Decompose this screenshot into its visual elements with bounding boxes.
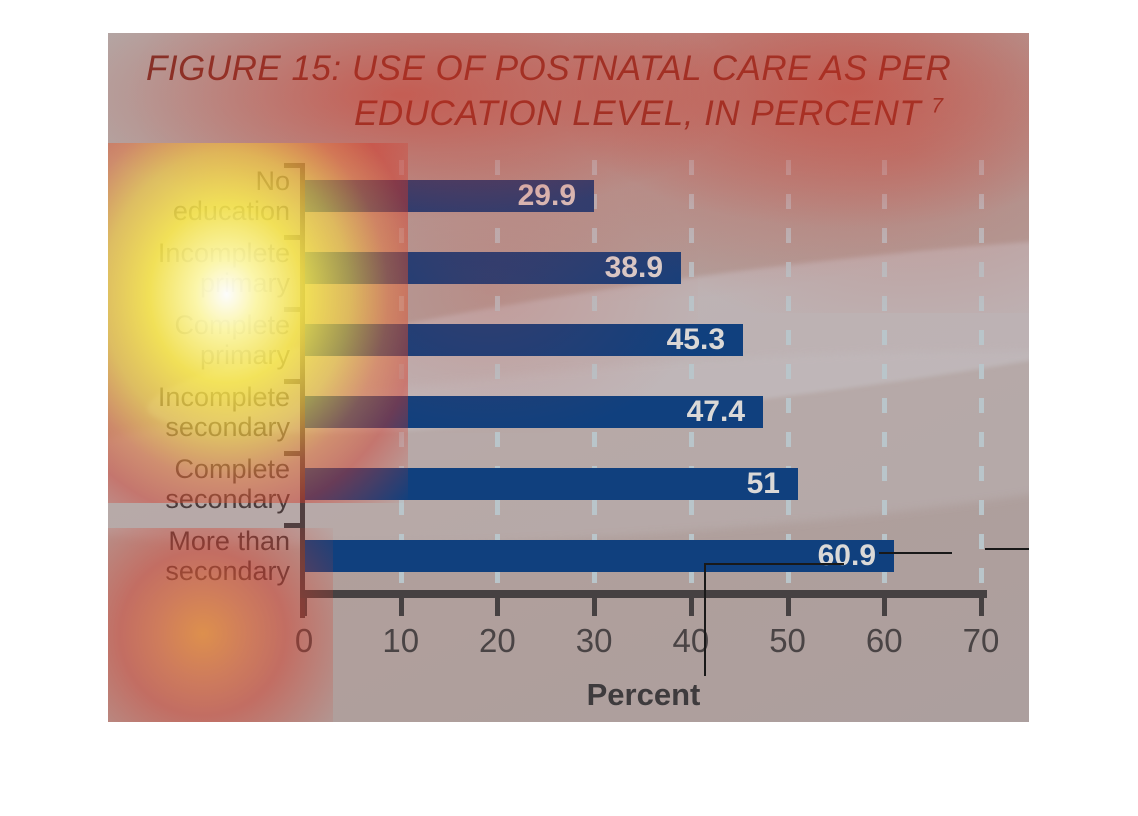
value-label: 38.9 — [604, 251, 663, 284]
category-axis-tick — [284, 523, 301, 528]
x-axis-tick-30 — [592, 598, 598, 616]
x-axis-tick-label-60: 60 — [865, 622, 903, 659]
x-axis-line — [300, 590, 987, 598]
x-axis-tick-label-70: 70 — [962, 622, 1000, 659]
gridline-50 — [785, 160, 791, 590]
x-axis-tick-label-20: 20 — [479, 622, 516, 659]
x-axis-tick-10 — [398, 598, 404, 616]
category-label-line: secondary — [165, 412, 290, 442]
category-label: Complete secondary — [108, 454, 290, 514]
x-axis-tick-label-30: 30 — [575, 622, 613, 659]
category-axis-tick — [284, 307, 301, 312]
bar-incomplete-secondary: 47.4 — [305, 396, 763, 428]
category-label-line: education — [172, 196, 290, 226]
x-axis-tick-60 — [882, 598, 888, 616]
category-label-line: No — [255, 166, 290, 196]
x-axis-tick-label-10: 10 — [382, 622, 420, 659]
category-label-line: Complete — [174, 454, 290, 484]
x-axis-tick-label-50: 50 — [769, 622, 806, 659]
category-label-line: Incomplete — [157, 238, 290, 268]
x-axis-tick-label-40: 40 — [672, 622, 710, 659]
category-label: Incomplete primary — [108, 238, 290, 298]
bar-complete-secondary: 51 — [305, 468, 798, 500]
category-label-line: Complete — [174, 310, 290, 340]
gridline-70 — [978, 160, 984, 590]
value-label: 60.9 — [817, 539, 876, 572]
category-axis-tick — [284, 451, 301, 456]
category-axis-tick — [284, 379, 301, 384]
figure-15-chart: FIGURE 15: USE OF POSTNATAL CARE AS PER … — [108, 33, 1029, 722]
y-axis-line — [300, 163, 305, 618]
category-label-line: secondary — [165, 484, 290, 514]
annotation-crosshair-vertical-line — [704, 563, 706, 676]
bar-more-than-secondary: 60.9 — [305, 540, 894, 572]
x-axis-title: Percent — [586, 677, 701, 712]
value-label: 51 — [746, 467, 780, 500]
category-label-line: Incomplete — [157, 382, 290, 412]
category-label-line: primary — [199, 340, 290, 370]
title-footnote-superscript: 7 — [931, 94, 944, 118]
value-label: 29.9 — [517, 179, 576, 212]
x-axis-tick-20 — [495, 598, 501, 616]
gridline-20 — [495, 160, 501, 590]
category-label-line: secondary — [165, 556, 290, 586]
gridline-10 — [398, 160, 404, 590]
value-label: 47.4 — [686, 395, 745, 428]
bar-incomplete-primary: 38.9 — [305, 252, 681, 284]
gridline-30 — [592, 160, 598, 590]
category-label: Complete primary — [108, 310, 290, 370]
x-axis-tick-40 — [688, 598, 694, 616]
bar-no-education: 29.9 — [305, 180, 594, 212]
category-label: More than secondary — [108, 526, 290, 586]
category-label: Incomplete secondary — [108, 382, 290, 442]
annotation-crosshair-horizontal-line — [705, 563, 844, 565]
category-label-line: primary — [199, 268, 290, 298]
x-axis-tick-label-0: 0 — [294, 622, 314, 659]
category-axis-tick — [284, 235, 301, 240]
value-label: 45.3 — [666, 323, 725, 356]
category-label-line: More than — [168, 526, 290, 556]
category-label: No education — [108, 166, 290, 226]
chart-title-line1: FIGURE 15: USE OF POSTNATAL CARE AS PER — [146, 49, 952, 88]
x-axis-tick-70 — [978, 598, 984, 616]
bar-complete-primary: 45.3 — [305, 324, 743, 356]
annotation-horizontal-segment-1 — [879, 552, 952, 554]
annotation-horizontal-segment-2 — [985, 548, 1029, 550]
chart-title-line2: EDUCATION LEVEL, IN PERCENT 7 — [354, 94, 944, 133]
gridline-60 — [882, 160, 888, 590]
gridline-40 — [688, 160, 694, 590]
category-axis-tick — [284, 163, 301, 168]
x-axis-tick-50 — [785, 598, 791, 616]
